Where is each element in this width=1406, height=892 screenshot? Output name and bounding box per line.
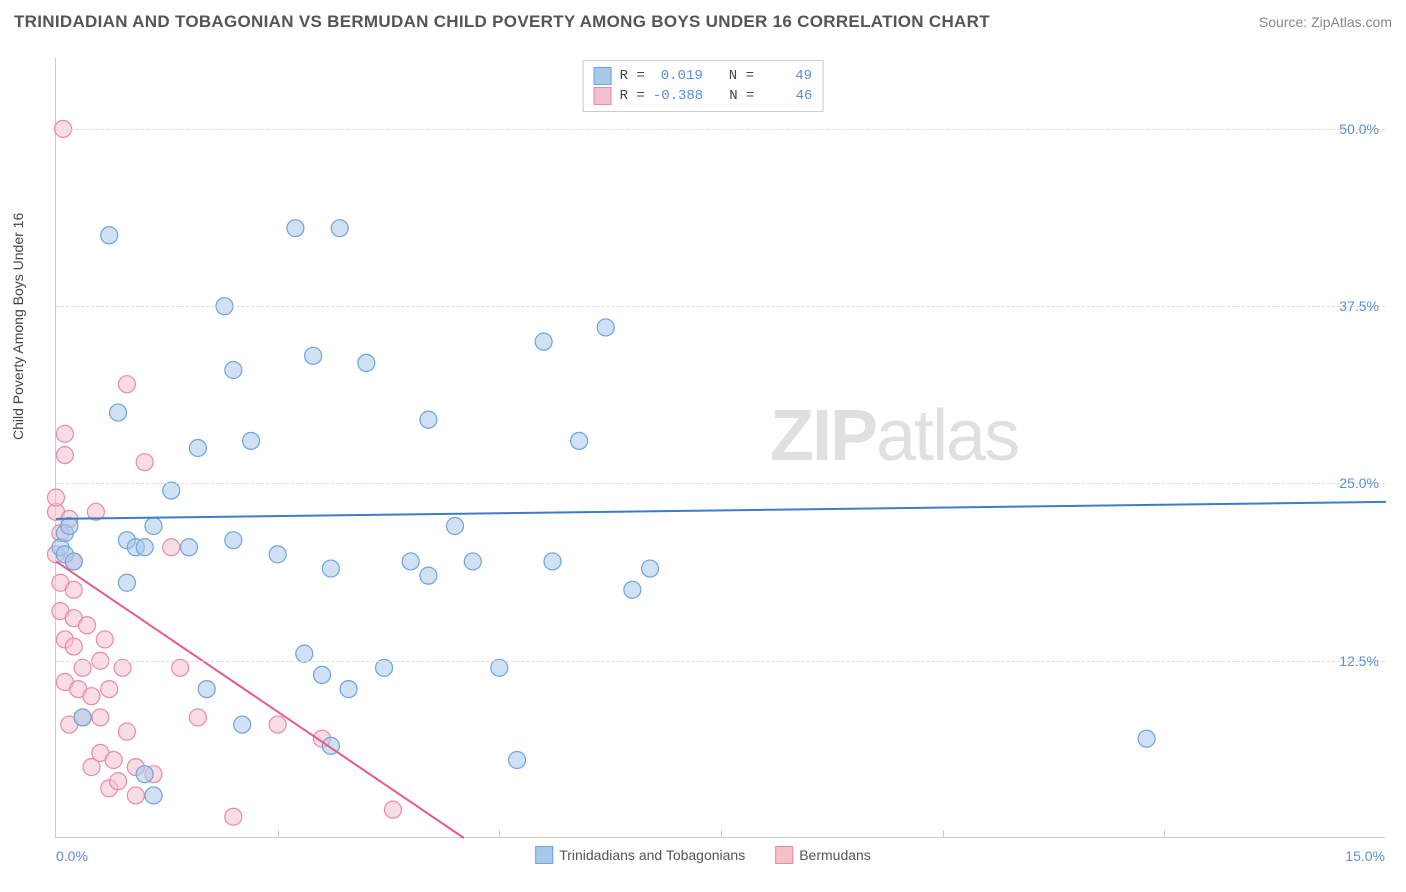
y-tick-label: 50.0% [1339, 121, 1379, 137]
scatter-point [234, 716, 251, 733]
scatter-point [145, 787, 162, 804]
swatch-series1 [594, 67, 612, 85]
scatter-point [1138, 730, 1155, 747]
scatter-point [571, 432, 588, 449]
scatter-point [225, 808, 242, 825]
chart-title: TRINIDADIAN AND TOBAGONIAN VS BERMUDAN C… [14, 12, 990, 32]
regression-line [56, 502, 1386, 519]
x-right-label: 15.0% [1345, 848, 1385, 864]
scatter-point [269, 716, 286, 733]
n-value-1: 49 [762, 68, 812, 84]
scatter-point [118, 723, 135, 740]
scatter-point [163, 482, 180, 499]
scatter-point [535, 333, 552, 350]
scatter-point [225, 362, 242, 379]
scatter-point [269, 546, 286, 563]
r-label: R = [620, 68, 645, 84]
n-label-2: N = [729, 88, 754, 104]
swatch-series2 [594, 87, 612, 105]
scatter-point [136, 454, 153, 471]
scatter-point [243, 432, 260, 449]
scatter-point [491, 659, 508, 676]
x-left-label: 0.0% [56, 848, 88, 864]
scatter-point [65, 553, 82, 570]
scatter-point [225, 532, 242, 549]
series-legend: Trinidadians and Tobagonians Bermudans [535, 846, 871, 864]
scatter-point [136, 539, 153, 556]
scatter-point [118, 376, 135, 393]
n-label: N = [729, 68, 754, 84]
scatter-point [83, 688, 100, 705]
scatter-point [56, 425, 73, 442]
scatter-point [136, 766, 153, 783]
scatter-point [189, 709, 206, 726]
stats-row-series1: R = 0.019 N = 49 [594, 66, 813, 86]
legend-label: Trinidadians and Tobagonians [559, 847, 745, 863]
legend-item: Trinidadians and Tobagonians [535, 846, 745, 864]
scatter-point [340, 681, 357, 698]
scatter-point [189, 440, 206, 457]
scatter-point [172, 659, 189, 676]
scatter-point [65, 638, 82, 655]
scatter-point [114, 659, 131, 676]
scatter-point [376, 659, 393, 676]
scatter-point [597, 319, 614, 336]
y-tick-label: 12.5% [1339, 653, 1379, 669]
scatter-point [101, 227, 118, 244]
scatter-point [79, 617, 96, 634]
scatter-point [56, 447, 73, 464]
scatter-point [642, 560, 659, 577]
scatter-point [181, 539, 198, 556]
scatter-point [420, 567, 437, 584]
scatter-point [145, 518, 162, 535]
scatter-point [101, 681, 118, 698]
n-value-2: 46 [762, 88, 812, 104]
regression-line [56, 561, 464, 838]
scatter-point [322, 560, 339, 577]
stats-row-series2: R = -0.388 N = 46 [594, 86, 813, 106]
y-axis-title: Child Poverty Among Boys Under 16 [10, 213, 26, 440]
scatter-point [163, 539, 180, 556]
scatter-point [61, 518, 78, 535]
scatter-plot-svg [56, 58, 1386, 838]
scatter-point [314, 666, 331, 683]
scatter-point [74, 709, 91, 726]
y-tick-label: 37.5% [1339, 298, 1379, 314]
scatter-point [509, 752, 526, 769]
legend-label: Bermudans [799, 847, 871, 863]
r-value-2: -0.388 [653, 88, 703, 104]
scatter-point [92, 709, 109, 726]
source-attribution: Source: ZipAtlas.com [1259, 14, 1392, 30]
scatter-point [305, 347, 322, 364]
scatter-point [118, 574, 135, 591]
r-value-1: 0.019 [653, 68, 703, 84]
scatter-point [110, 404, 127, 421]
stats-legend-box: R = 0.019 N = 49 R = -0.388 N = 46 [583, 60, 824, 112]
scatter-point [105, 752, 122, 769]
r-label-2: R = [620, 88, 645, 104]
scatter-point [65, 581, 82, 598]
scatter-point [96, 631, 113, 648]
scatter-point [48, 489, 65, 506]
scatter-point [544, 553, 561, 570]
scatter-point [127, 787, 144, 804]
scatter-point [110, 773, 127, 790]
legend-swatch [535, 846, 553, 864]
y-tick-label: 25.0% [1339, 475, 1379, 491]
legend-swatch [775, 846, 793, 864]
scatter-point [447, 518, 464, 535]
scatter-point [420, 411, 437, 428]
scatter-point [331, 220, 348, 237]
scatter-point [358, 354, 375, 371]
scatter-point [287, 220, 304, 237]
scatter-point [198, 681, 215, 698]
scatter-point [296, 645, 313, 662]
scatter-point [464, 553, 481, 570]
scatter-point [624, 581, 641, 598]
scatter-point [384, 801, 401, 818]
scatter-point [74, 659, 91, 676]
chart-plot-area: 12.5%25.0%37.5%50.0%0.0%15.0% [55, 58, 1385, 838]
scatter-point [402, 553, 419, 570]
legend-item: Bermudans [775, 846, 871, 864]
